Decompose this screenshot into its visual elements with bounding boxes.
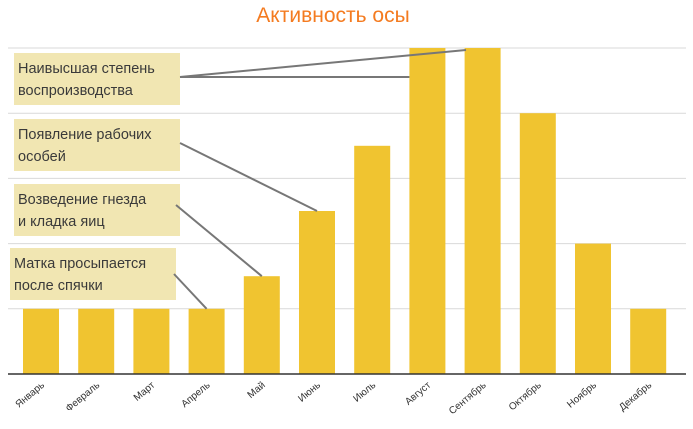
bar-4 <box>188 308 225 374</box>
annotation-2: Появление рабочих особей <box>14 119 318 212</box>
annotation-text: Матка просыпается <box>14 256 146 272</box>
bar-1 <box>23 308 59 374</box>
chart-title: Активность осы <box>256 4 409 27</box>
x-tick-label: Июнь <box>296 380 323 405</box>
annotation-text: особей <box>18 149 66 165</box>
annotation-4: Матка просыпается после спячки <box>10 248 208 310</box>
x-tick-label: Февраль <box>64 380 102 415</box>
x-tick-label: Октябрь <box>506 379 543 413</box>
bar-10 <box>519 113 556 374</box>
annotation-box <box>14 184 180 236</box>
bar-2 <box>78 308 115 374</box>
annotation-box <box>14 53 180 105</box>
bars-group <box>23 48 667 374</box>
bar-3 <box>133 308 170 374</box>
x-tick-label: Ноябрь <box>565 379 599 410</box>
annotation-box <box>14 119 180 171</box>
x-tick-label: Январь <box>14 380 47 410</box>
annotation-leader-line <box>179 142 318 212</box>
x-tick-labels: Январь Февраль Март Апрель Май Июнь Июль Август… <box>14 379 655 417</box>
annotation-leader-line <box>175 204 263 277</box>
bar-7 <box>354 145 391 374</box>
bar-9 <box>464 48 501 374</box>
annotation-box <box>10 248 176 300</box>
x-tick-label: Сентябрь <box>446 379 488 417</box>
annotation-text: воспроизводства <box>18 83 134 99</box>
bar-12 <box>630 308 667 374</box>
bar-8 <box>409 48 446 374</box>
x-tick-label: Март <box>132 380 158 404</box>
annotation-text: после спячки <box>14 278 103 294</box>
x-tick-label: Декабрь <box>617 379 655 413</box>
annotation-1: Наивысшая степень воспроизводства <box>14 49 467 105</box>
annotation-text: Появление рабочих <box>18 127 152 143</box>
annotation-leader-line <box>179 49 467 78</box>
x-tick-label: Апрель <box>179 380 212 410</box>
x-tick-label: Май <box>246 380 268 401</box>
bar-11 <box>575 243 611 374</box>
annotation-leader-line <box>173 273 208 310</box>
annotation-3: Возведение гнезда и кладка яиц <box>14 184 263 277</box>
annotations-group: Наивысшая степень воспроизводства Появлени… <box>10 49 467 310</box>
annotation-text: Возведение гнезда <box>18 192 147 208</box>
x-tick-label: Август <box>403 380 433 408</box>
annotation-text: и кладка яиц <box>18 214 105 230</box>
annotation-text: Наивысшая степень <box>18 61 155 77</box>
gridlines <box>8 47 686 310</box>
x-tick-label: Июль <box>352 380 379 405</box>
bar-5 <box>243 276 280 374</box>
bar-6 <box>299 211 335 374</box>
